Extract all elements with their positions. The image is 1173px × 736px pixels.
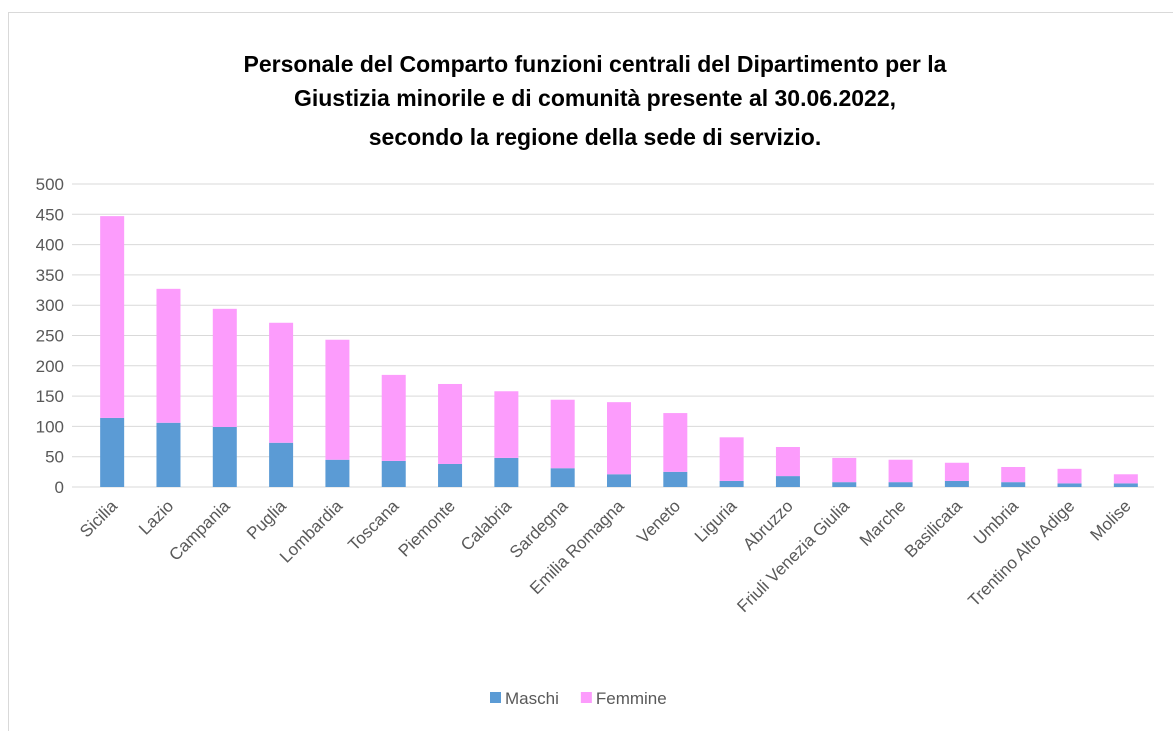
x-tick-label: Campania: [165, 496, 234, 565]
legend-label: Maschi: [505, 689, 559, 708]
x-tick-label: Friuli Venezia Giulia: [733, 496, 853, 616]
bar: [1058, 483, 1082, 487]
legend-label: Femmine: [596, 689, 667, 708]
y-tick-label: 0: [55, 478, 64, 497]
bar: [1114, 483, 1138, 487]
bar: [1114, 474, 1138, 483]
x-tick-label: Trentino Alto Adige: [964, 496, 1078, 610]
x-tick-label: Calabria: [457, 496, 516, 555]
x-tick-label: Piemonte: [395, 496, 459, 560]
y-tick-label: 150: [36, 387, 64, 406]
bar: [382, 375, 406, 461]
bar: [776, 447, 800, 476]
bar: [382, 461, 406, 487]
bar: [325, 460, 349, 487]
x-tick-label: Umbria: [970, 496, 1023, 549]
bar: [776, 476, 800, 487]
y-tick-label: 350: [36, 266, 64, 285]
x-tick-label: Marche: [856, 496, 910, 550]
y-tick-label: 200: [36, 357, 64, 376]
legend-swatch: [581, 692, 592, 703]
x-tick-label: Toscana: [344, 496, 403, 555]
x-tick-label: Emilia Romagna: [526, 496, 628, 598]
bar: [551, 468, 575, 487]
bar: [1001, 467, 1025, 482]
bar: [663, 472, 687, 487]
bar: [100, 418, 124, 487]
x-tick-label: Abruzzo: [739, 496, 797, 554]
bar: [663, 413, 687, 472]
y-tick-label: 450: [36, 205, 64, 224]
bar: [156, 289, 180, 423]
x-tick-label: Liguria: [691, 496, 741, 546]
bar: [269, 443, 293, 487]
bar: [945, 481, 969, 487]
y-tick-label: 300: [36, 296, 64, 315]
bar: [1001, 482, 1025, 487]
bar: [494, 458, 518, 487]
legend-swatch: [490, 692, 501, 703]
bar: [494, 391, 518, 458]
x-tick-label: Sicilia: [76, 496, 121, 541]
y-tick-label: 50: [45, 448, 64, 467]
y-tick-label: 400: [36, 236, 64, 255]
chart-title: Giustizia minorile e di comunità present…: [294, 85, 896, 111]
y-tick-label: 500: [36, 175, 64, 194]
bar: [832, 458, 856, 482]
bar: [100, 216, 124, 418]
x-tick-label: Puglia: [243, 496, 290, 543]
bar: [213, 309, 237, 427]
bar: [945, 463, 969, 481]
bar: [607, 474, 631, 487]
chart-title: Personale del Comparto funzioni centrali…: [244, 51, 947, 77]
chart-border: [9, 13, 1173, 732]
bar: [720, 437, 744, 481]
x-tick-label: Lazio: [135, 496, 177, 538]
bar: [156, 423, 180, 487]
bar: [889, 460, 913, 482]
bar: [607, 402, 631, 474]
bar: [438, 464, 462, 487]
chart-title: secondo la regione della sede di servizi…: [369, 124, 822, 150]
bar: [832, 482, 856, 487]
y-tick-label: 100: [36, 417, 64, 436]
bar: [213, 427, 237, 487]
bar: [438, 384, 462, 464]
bar: [551, 400, 575, 468]
bar: [889, 482, 913, 487]
x-tick-label: Veneto: [633, 496, 684, 547]
bar: [720, 481, 744, 487]
bar: [1058, 469, 1082, 484]
x-tick-label: Molise: [1086, 496, 1134, 544]
bar: [325, 340, 349, 460]
x-tick-label: Basilicata: [901, 496, 966, 561]
y-tick-label: 250: [36, 327, 64, 346]
bar: [269, 323, 293, 443]
